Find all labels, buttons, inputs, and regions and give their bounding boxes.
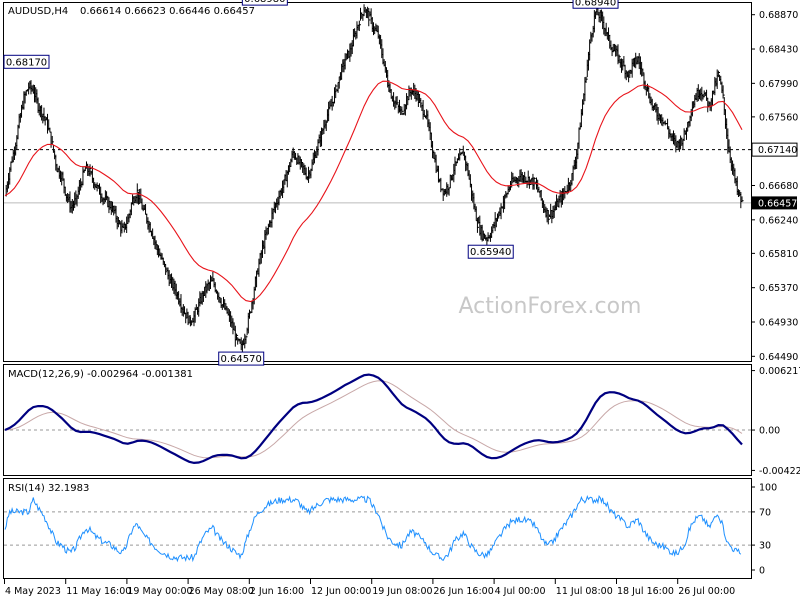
price-y-tick-label: 0.64490	[759, 352, 798, 363]
rsi-layer	[4, 494, 751, 563]
price-y-tick-label: 0.66240	[759, 215, 798, 226]
price-y-tick-label: 0.68430	[759, 45, 798, 56]
x-axis-tick-label: 26 Jul 00:00	[678, 586, 735, 597]
x-axis-tick-label: 26 Jun 16:00	[433, 586, 493, 597]
rsi-y-tick-label: 30	[759, 541, 771, 552]
moving-average-line	[4, 80, 743, 303]
x-axis-tick-label: 11 May 16:00	[66, 586, 131, 597]
price-annotation-box	[467, 244, 514, 259]
macd-line	[4, 373, 743, 465]
level-label: 0.67140	[758, 145, 797, 156]
rsi-y-tick-label: 70	[759, 507, 771, 518]
price-annotation-label: 0.68170	[6, 57, 47, 68]
watermark: ActionForex.com	[459, 294, 642, 319]
price-header-symbol: AUDUSD,H4	[8, 6, 68, 17]
x-axis-tick-label: 2 Jun 16:00	[250, 586, 304, 597]
price-annotation-label: 0.68940	[575, 0, 616, 8]
current-price-box	[752, 196, 797, 210]
x-axis-tick-label: 26 May 08:00	[189, 586, 254, 597]
x-axis-tick-label: 18 Jul 16:00	[617, 586, 674, 597]
axis-layer: 0.68870 0.68430 0.67990 0.67560 0.67140 0.666…	[4, 10, 800, 597]
macd-y-tick-label: 0.00	[759, 426, 780, 437]
price-y-tick-label: 0.65810	[759, 249, 798, 260]
price-annotation-box	[241, 0, 288, 6]
rsi-panel-frame	[3, 478, 752, 579]
price-annotation-label: 0.64570	[221, 354, 262, 365]
price-y-tick-label: 0.67560	[759, 112, 798, 123]
price-y-tick-label: 0.68870	[759, 10, 798, 21]
price-panel-frame	[3, 2, 752, 362]
macd-header: MACD(12,26,9) -0.002964 -0.001381	[8, 369, 193, 380]
x-axis-tick-label: 4 Jul 00:00	[495, 586, 546, 597]
x-axis-tick-label: 19 May 00:00	[127, 586, 192, 597]
x-axis-tick-label: 12 Jun 00:00	[311, 586, 371, 597]
price-layer: 0.68170 0.68980 0.68940 0.65940 0.64570	[3, 0, 751, 366]
price-y-tick-label: 0.66680	[759, 181, 798, 192]
rsi-header: RSI(14) 32.1983	[8, 483, 89, 494]
level-label-box	[751, 142, 798, 157]
current-price-label: 0.66457	[758, 198, 797, 209]
macd-signal-line	[4, 380, 743, 459]
x-axis-tick-label: 4 May 2023	[5, 586, 61, 597]
price-y-tick-label: 0.64930	[759, 318, 798, 329]
macd-y-tick-label: 0.006217	[759, 366, 800, 377]
rsi-y-tick-label: 100	[759, 483, 777, 494]
price-header-ohlc: 0.66614 0.66623 0.66446 0.66457	[80, 6, 255, 17]
price-annotation-box	[218, 351, 265, 366]
price-y-tick-label: 0.67990	[759, 79, 798, 90]
rsi-y-tick-label: 0	[759, 566, 765, 577]
macd-panel-frame	[3, 364, 752, 476]
rsi-line	[4, 494, 742, 563]
price-y-tick-label: 0.65370	[759, 283, 798, 294]
price-annotation-box	[3, 54, 50, 69]
x-axis-tick-label: 19 Jun 08:00	[372, 586, 432, 597]
price-annotation-label: 0.68980	[244, 0, 285, 5]
price-annotation-label: 0.65940	[470, 247, 511, 258]
x-axis-tick-label: 11 Jul 08:00	[556, 586, 613, 597]
macd-layer	[4, 373, 751, 465]
price-annotation-box	[572, 0, 619, 9]
